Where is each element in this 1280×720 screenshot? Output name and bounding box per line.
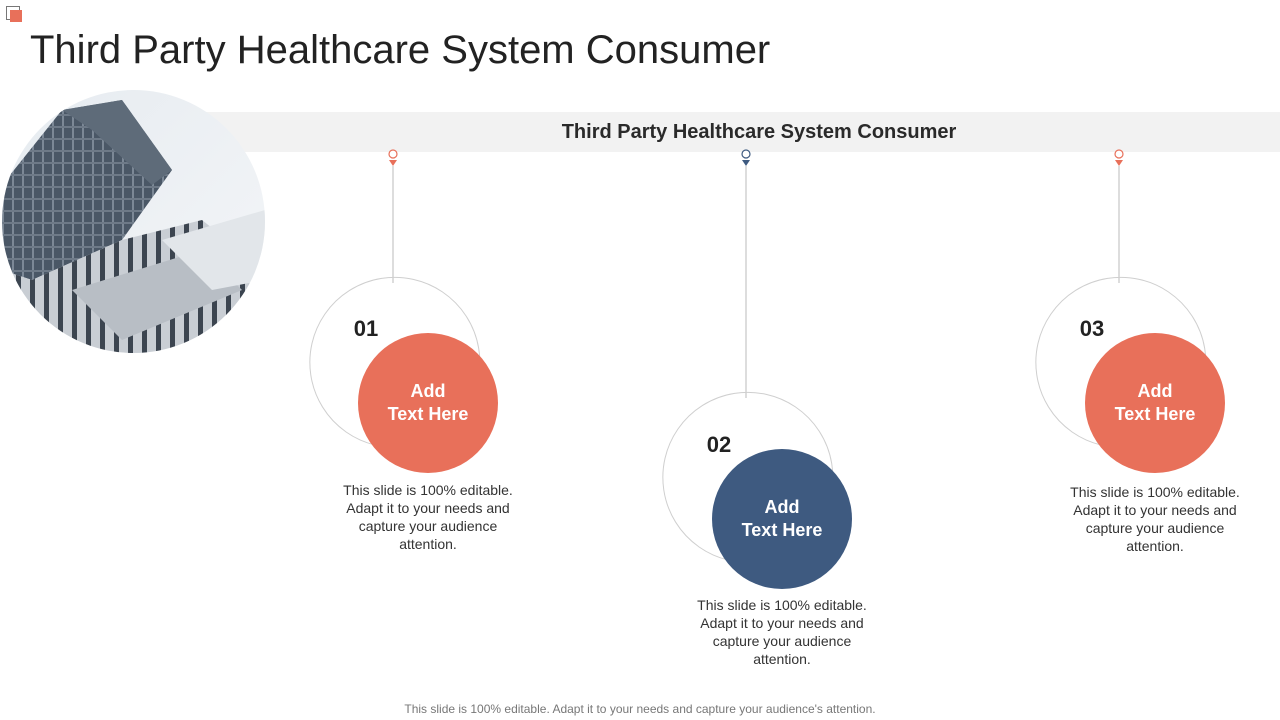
banner-title: Third Party Healthcare System Consumer — [561, 121, 957, 143]
banner-bar — [200, 112, 1280, 152]
building-photo-illustration — [2, 90, 265, 353]
footer-note: This slide is 100% editable. Adapt it to… — [404, 702, 876, 716]
step-3-circle — [1085, 333, 1225, 473]
step-2-number: 02 — [706, 432, 732, 457]
building-photo — [2, 90, 265, 353]
step-3-connector — [1114, 149, 1124, 283]
step-2-circle-label: Add Text Here — [741, 497, 823, 540]
step-3-circle-label: Add Text Here — [1114, 381, 1196, 424]
step-2-connector — [741, 149, 751, 398]
step-1-circle-label: Add Text Here — [387, 381, 469, 424]
corner-mark — [6, 6, 22, 22]
corner-square-fill — [10, 10, 22, 22]
step-3-number: 03 — [1079, 316, 1105, 341]
step-3-description: This slide is 100% editable. Adapt it to… — [1070, 484, 1240, 554]
step-1-number: 01 — [353, 316, 379, 341]
step-1-outline-arc — [309, 276, 481, 446]
step-2-description: This slide is 100% editable. Adapt it to… — [697, 597, 867, 667]
page-title: Third Party Healthcare System Consumer — [30, 28, 771, 72]
step-3-outline-arc — [1035, 276, 1207, 446]
step-2-circle — [712, 449, 852, 589]
step-1-circle — [358, 333, 498, 473]
step-1-description: This slide is 100% editable. Adapt it to… — [343, 482, 513, 552]
step-1-connector — [388, 149, 398, 283]
step-2-outline-arc — [662, 391, 834, 561]
